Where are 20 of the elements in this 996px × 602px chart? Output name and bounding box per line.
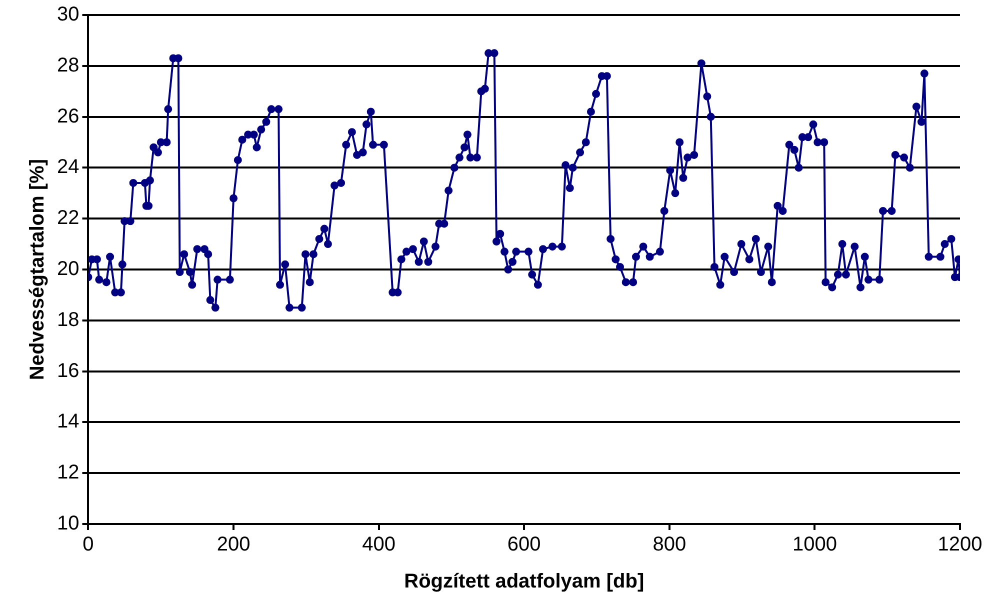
x-tick-label: 1200 <box>938 534 982 556</box>
y-tick-label: 28 <box>56 54 80 76</box>
y-tick-label: 12 <box>56 462 80 484</box>
y-tick-label: 14 <box>56 410 80 433</box>
y-tick-label: 26 <box>56 105 80 128</box>
y-tick-label: 18 <box>56 308 80 331</box>
y-tick-label: 30 <box>56 4 80 26</box>
y-tick-label: 24 <box>56 156 80 178</box>
x-tick-label: 0 <box>82 534 94 556</box>
x-tick-label: 800 <box>652 534 686 556</box>
x-tick-label: 200 <box>216 534 250 556</box>
x-axis-title: Rögzített adatfolyam [db] <box>404 570 644 593</box>
x-tick-label: 1000 <box>792 534 837 556</box>
y-axis-title: Nedvességtartalom [%] <box>26 158 49 380</box>
x-tick-label: 400 <box>362 534 396 556</box>
y-tick-label: 16 <box>56 360 80 382</box>
y-tick-label: 22 <box>56 207 80 230</box>
y-tick-label: 20 <box>56 258 80 280</box>
y-tick-label: 10 <box>56 512 80 535</box>
x-tick-label: 600 <box>507 534 541 556</box>
